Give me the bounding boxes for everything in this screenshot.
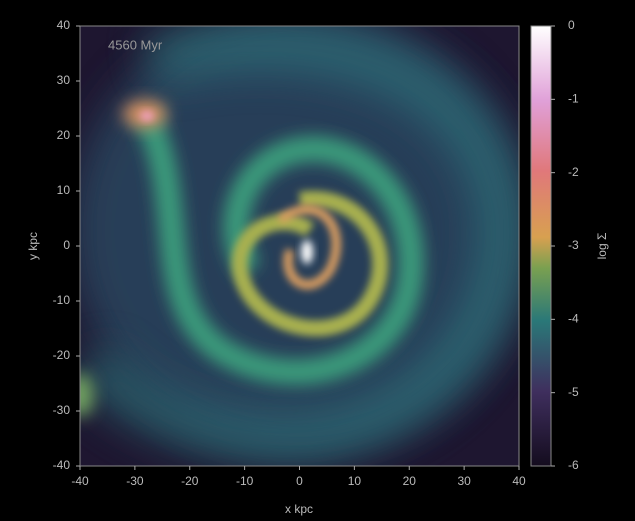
density-image [80,26,519,466]
x-tick-label: -20 [181,474,199,488]
y-tick-label: -30 [53,403,71,417]
y-tick-label: 10 [57,183,71,197]
colorbar-tick-label: 0 [568,18,575,32]
annotation: 4560 Myr [108,37,163,52]
x-tick-label: 20 [403,474,417,488]
y-tick-label: -10 [53,293,71,307]
x-axis-label: x kpc [285,502,313,516]
arm [133,107,425,386]
y-tick-label: 40 [57,18,71,32]
core [301,240,313,264]
x-tick-label: 40 [512,474,526,488]
colorbar-tick-label: -1 [568,92,579,106]
edge-clump [80,373,94,417]
x-tick-label: 0 [296,474,303,488]
y-axis-label: y kpc [26,232,40,260]
x-tick-label: -30 [126,474,144,488]
colorbar-tick-label: -3 [568,238,579,252]
y-tick-label: 30 [57,73,71,87]
inner-arm [231,190,389,337]
companion-core [140,111,154,121]
x-tick-label: 30 [457,474,471,488]
core-arm [277,205,341,290]
y-tick-label: 0 [63,238,70,252]
colorbar-tick-label: -4 [568,312,579,326]
colorbar-tick-label: -5 [568,385,579,399]
colorbar-label: log Σ [595,233,609,260]
x-tick-label: -40 [71,474,89,488]
y-tick-label: 20 [57,128,71,142]
colorbar [530,25,552,467]
y-tick-label: -20 [53,348,71,362]
halo [80,26,519,450]
outer-arm [80,26,519,466]
colorbar-tick-label: -2 [568,165,579,179]
y-tick-label: -40 [53,458,71,472]
x-tick-label: 10 [348,474,362,488]
x-tick-label: -10 [236,474,254,488]
colorbar-tick-label: -6 [568,458,579,472]
